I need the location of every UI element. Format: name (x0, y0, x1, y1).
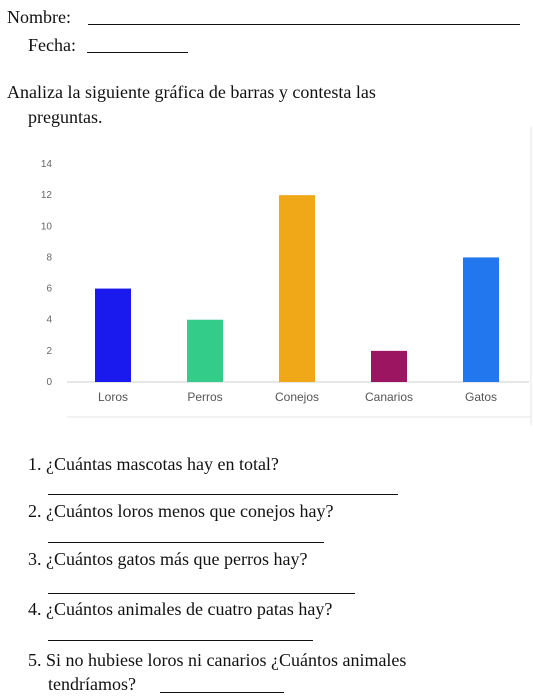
x-tick-label: Gatos (465, 390, 497, 404)
date-answer-line[interactable] (87, 52, 188, 53)
bar-canarios (371, 350, 407, 382)
question-1-number: 1. (28, 454, 42, 474)
question-5-text: Si no hubiese loros ni canarios ¿Cuántos… (46, 650, 407, 670)
question-3: 3. ¿Cuántos gatos más que perros hay? (28, 549, 307, 569)
answer-line-5[interactable] (160, 692, 284, 693)
y-tick-label: 4 (46, 315, 52, 326)
bar-gatos (463, 257, 499, 382)
instructions-line-1: Analiza la siguiente gráfica de barras y… (7, 82, 376, 102)
question-1: 1. ¿Cuántas mascotas hay en total? (28, 454, 279, 474)
bar-loros (95, 288, 131, 382)
question-3-number: 3. (28, 549, 42, 569)
y-tick-label: 12 (41, 190, 53, 201)
question-4-text: ¿Cuántos animales de cuatro patas hay? (46, 599, 333, 619)
question-4: 4. ¿Cuántos animales de cuatro patas hay… (28, 599, 332, 619)
question-2-text: ¿Cuántos loros menos que conejos hay? (46, 501, 334, 521)
x-tick-label: Canarios (365, 390, 413, 404)
date-label: Fecha: (28, 35, 76, 55)
question-3-text: ¿Cuántos gatos más que perros hay? (46, 549, 308, 569)
bar-chart-svg: 0 2 4 6 8 10 12 14 Loros Perros Conejos Canarios Gat… (41, 127, 532, 425)
y-tick-label: 14 (41, 159, 53, 170)
bar-conejos (279, 195, 315, 382)
y-tick-label: 0 (46, 377, 52, 388)
answer-line-4[interactable] (48, 640, 313, 641)
y-tick-label: 2 (46, 346, 52, 357)
question-4-number: 4. (28, 599, 42, 619)
name-answer-line[interactable] (88, 24, 520, 25)
y-tick-label: 10 (41, 221, 53, 232)
question-2-number: 2. (28, 501, 42, 521)
question-5-number: 5. (28, 650, 42, 670)
instructions-line-2: preguntas. (28, 107, 103, 127)
question-2: 2. ¿Cuántos loros menos que conejos hay? (28, 501, 333, 521)
name-label: Nombre: (7, 7, 71, 27)
answer-line-2[interactable] (48, 542, 324, 543)
answer-line-3[interactable] (48, 593, 355, 594)
x-tick-label: Perros (187, 390, 222, 404)
bar-perros (187, 319, 223, 382)
x-tick-label: Loros (98, 390, 128, 404)
y-tick-label: 8 (46, 252, 52, 263)
bar-chart: 0 2 4 6 8 10 12 14 Loros Perros Conejos Canarios Gat… (0, 127, 533, 425)
question-1-text: ¿Cuántas mascotas hay en total? (46, 454, 279, 474)
question-5: 5. Si no hubiese loros ni canarios ¿Cuán… (28, 650, 406, 670)
answer-line-1[interactable] (48, 494, 398, 495)
question-5-continuation: tendríamos? (48, 674, 136, 694)
x-tick-label: Conejos (275, 390, 319, 404)
y-tick-label: 6 (46, 284, 52, 295)
